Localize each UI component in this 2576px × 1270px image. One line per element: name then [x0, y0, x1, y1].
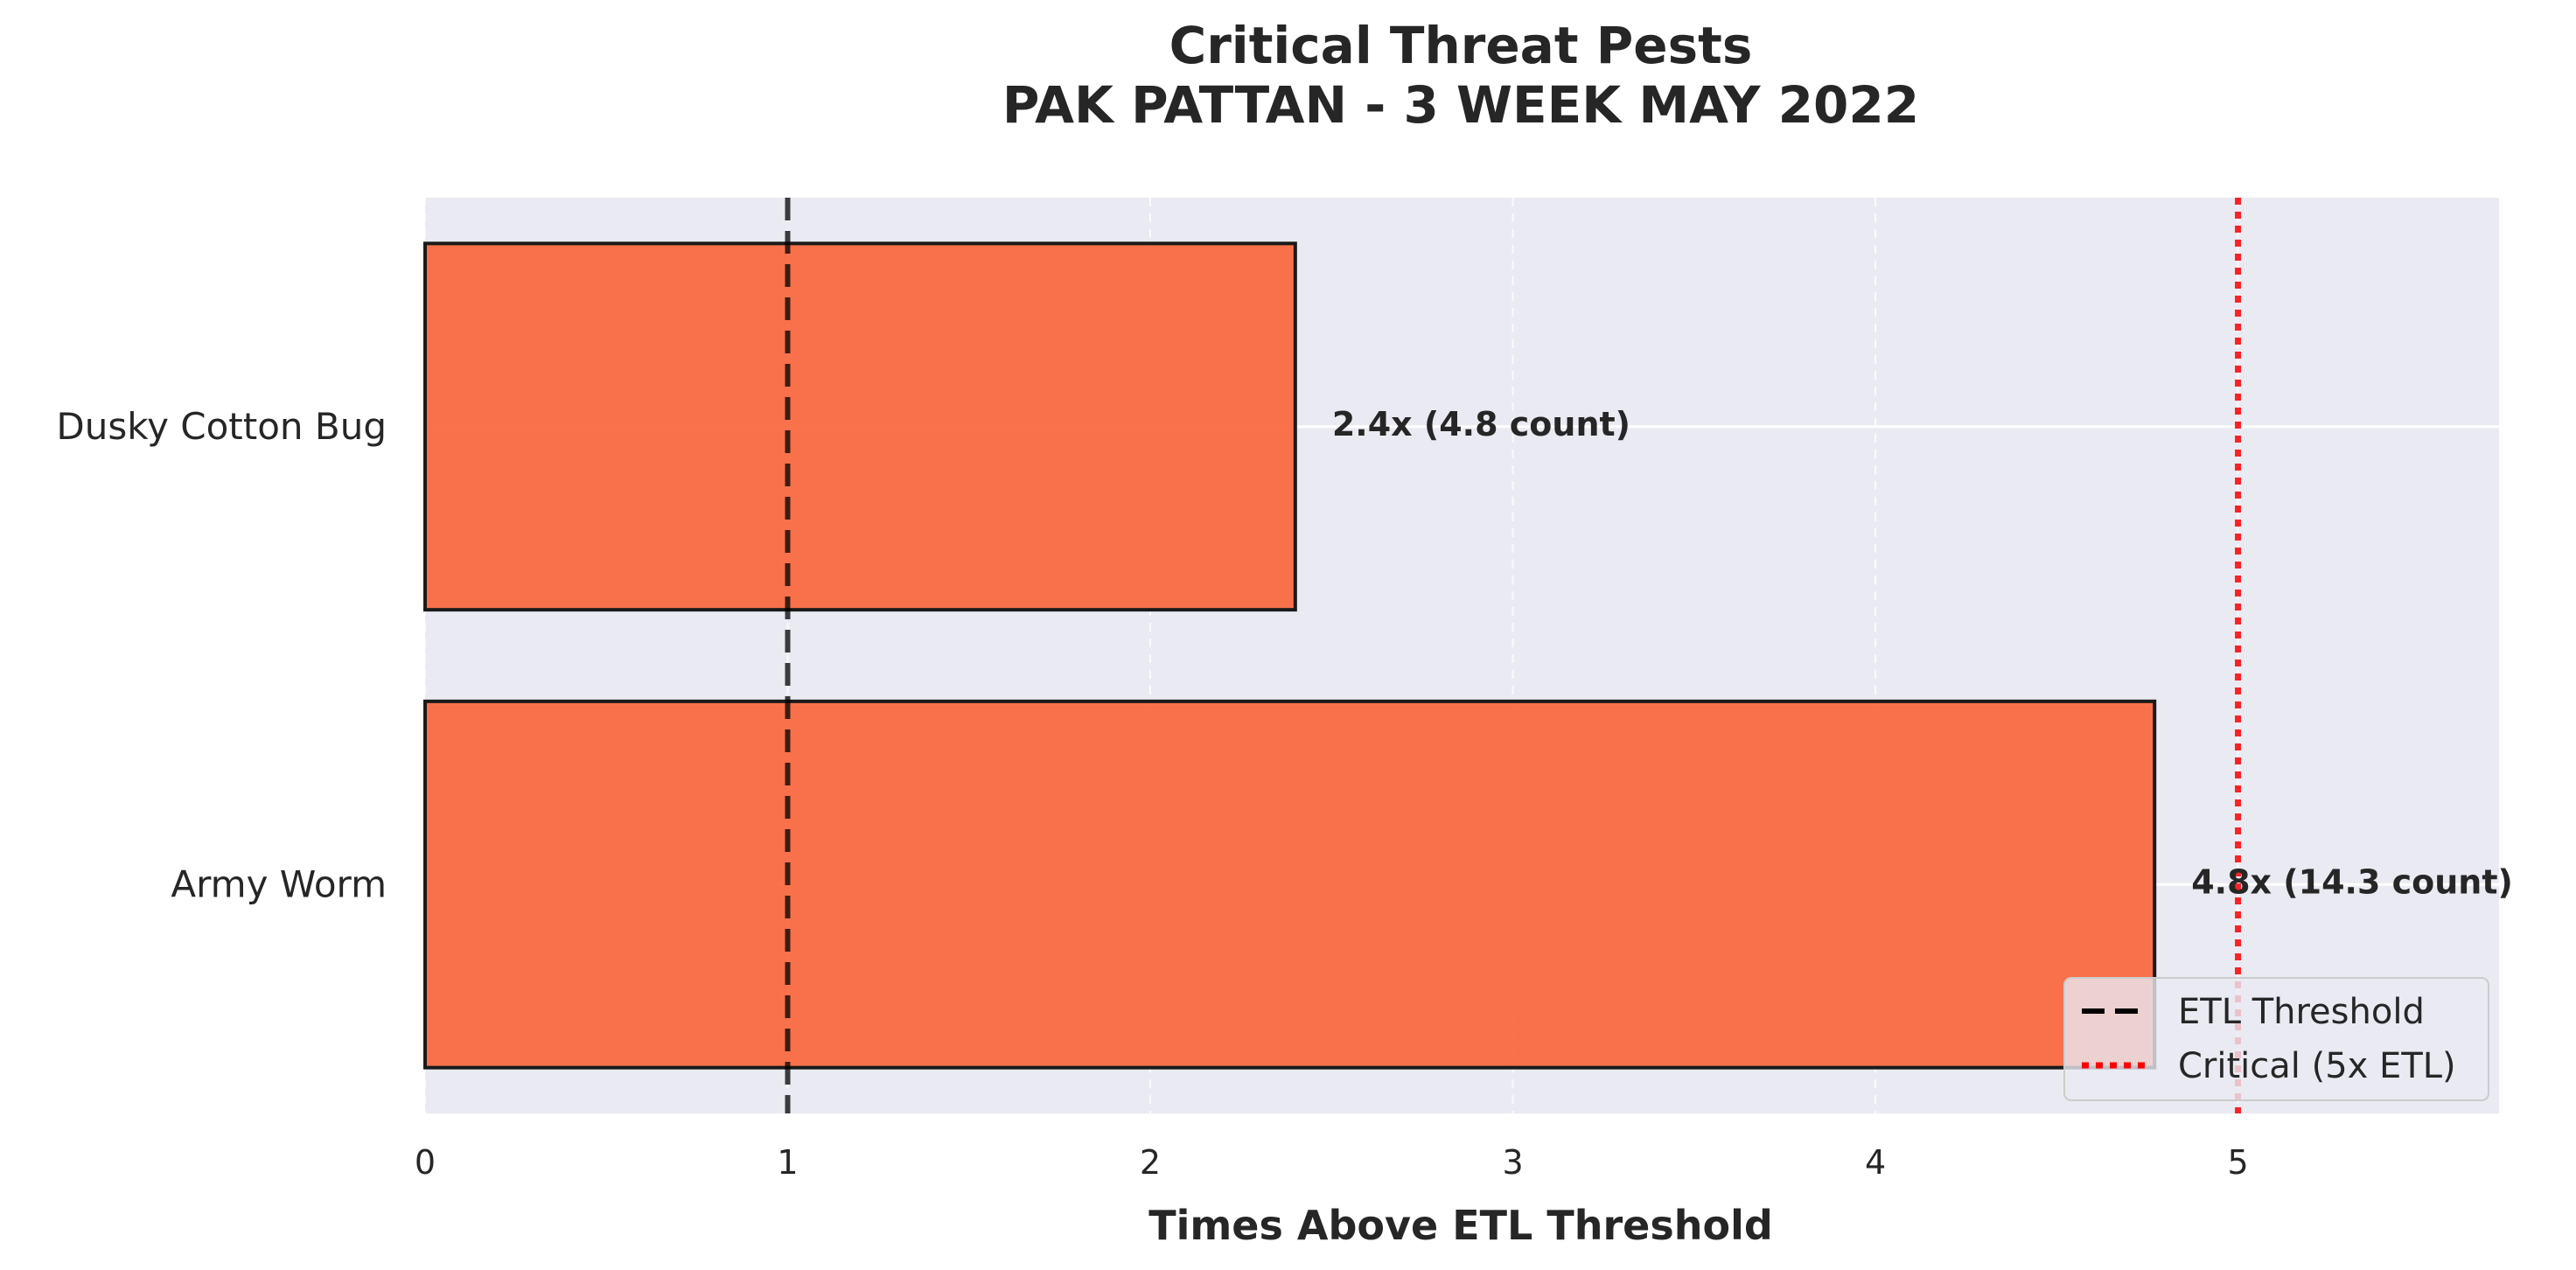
y-tick-label: Dusky Cotton Bug	[56, 405, 387, 448]
bar-value-label: 4.8x (14.3 count)	[2191, 862, 2513, 901]
legend-box	[2063, 977, 2489, 1101]
reference-lines	[785, 198, 2242, 1113]
chart-title-line-2: PAK PATTAN - 3 WEEK MAY 2022	[1002, 75, 1919, 135]
bar-value-label: 2.4x (4.8 count)	[1332, 405, 1630, 443]
legend-entry-label: ETL Threshold	[2178, 992, 2425, 1032]
bar-value-labels: 2.4x (4.8 count) 4.8x (14.3 count)	[1332, 405, 2513, 902]
x-tick-label: 2	[1140, 1143, 1161, 1182]
bar-army-worm	[423, 699, 2157, 1070]
x-tick-label: 3	[1502, 1143, 1523, 1182]
y-tick-label: Army Worm	[171, 862, 387, 905]
x-tick-label: 1	[777, 1143, 798, 1182]
x-axis-label: Times Above ETL Threshold	[1148, 1202, 1773, 1249]
legend-entry-label: Critical (5x ETL)	[2178, 1046, 2456, 1086]
legend: ETL Threshold Critical (5x ETL)	[2063, 977, 2489, 1101]
x-axis-ticks: 0 1 2 3 4 5	[415, 1143, 2249, 1182]
y-axis-ticks: Dusky Cotton Bug Army Worm	[56, 405, 387, 906]
x-tick-label: 5	[2227, 1143, 2248, 1182]
bar-dusky-cotton-bug	[423, 241, 1297, 612]
x-tick-label: 4	[1865, 1143, 1886, 1182]
bars	[423, 241, 2157, 1070]
chart-title-line-1: Critical Threat Pests	[1169, 16, 1753, 75]
x-tick-label: 0	[415, 1143, 436, 1182]
